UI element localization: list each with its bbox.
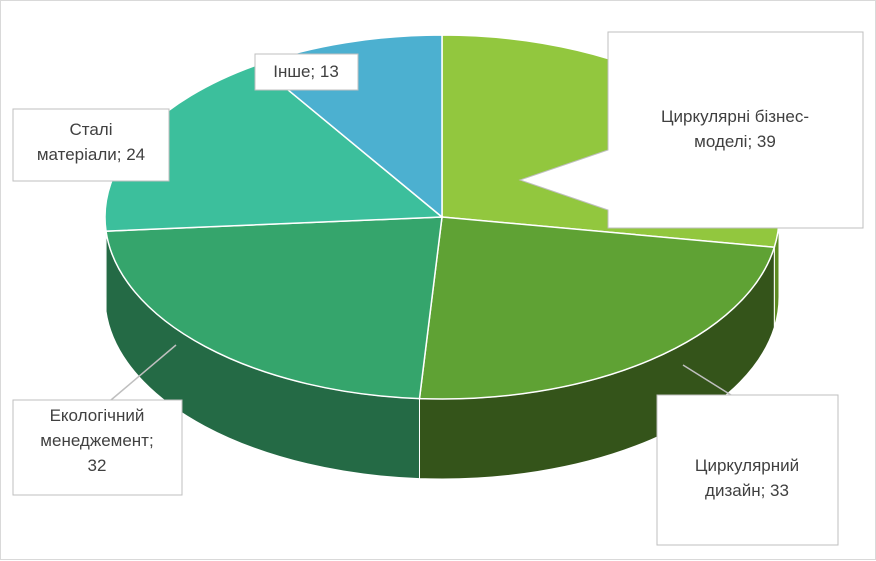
data-label-box-1 xyxy=(656,394,839,546)
pie-slice-1 xyxy=(418,216,776,400)
data-label-box-0 xyxy=(518,31,864,229)
data-label-1: Циркулярний дизайн; 33 xyxy=(695,456,799,500)
data-label-0: Циркулярні бізнес-моделі; 39 xyxy=(661,107,809,151)
data-labels: Циркулярні бізнес-моделі; 39 Циркулярний д… xyxy=(12,31,864,546)
label-leader-2 xyxy=(110,344,177,401)
data-label-box-3 xyxy=(12,108,170,182)
data-label-box-4 xyxy=(254,53,359,91)
data-label-2: Екологічний менеджемент; 32 xyxy=(40,406,153,475)
data-label-4: Інше; 13 xyxy=(273,62,339,81)
label-leader-1 xyxy=(682,364,732,396)
data-label-3: Сталі матеріали; 24 xyxy=(37,120,145,164)
pie-slice-2 xyxy=(105,216,443,400)
data-label-box-2 xyxy=(12,399,183,496)
label-leaders xyxy=(110,344,732,401)
